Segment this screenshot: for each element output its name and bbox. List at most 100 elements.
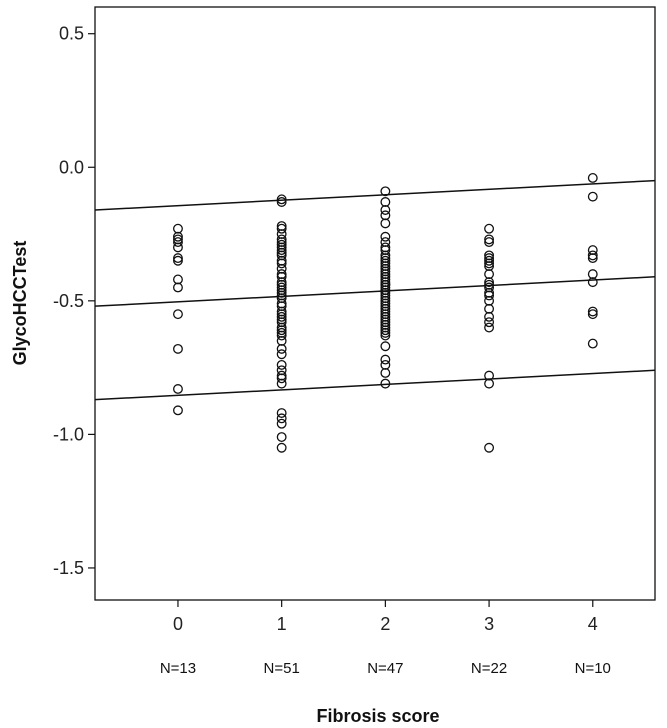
group-count-label: N=47 [367, 660, 403, 677]
data-point [276, 237, 287, 248]
data-point [484, 234, 495, 245]
data-point [484, 237, 495, 248]
data-point [276, 442, 287, 453]
y-tick-label: -1.5 [53, 558, 84, 578]
data-point [173, 253, 183, 264]
data-point [380, 231, 391, 242]
data-point [380, 317, 391, 328]
x-tick-label: 0 [173, 614, 183, 634]
data-point [276, 370, 287, 381]
y-tick-label: -1.0 [53, 424, 84, 444]
data-point [587, 253, 598, 264]
data-point [587, 309, 598, 320]
data-point [276, 378, 287, 389]
data-point [380, 205, 391, 215]
data-point [587, 173, 598, 183]
data-point [587, 269, 598, 280]
data-point [276, 432, 287, 443]
data-point [380, 378, 391, 389]
fit-line [94, 276, 656, 307]
data-point [276, 194, 287, 205]
group-count-label: N=51 [264, 660, 300, 677]
group-count-labels: N=13 N=51 N=47 N=22 N=10 [160, 660, 611, 677]
data-point [276, 311, 287, 322]
data-point [276, 408, 287, 418]
data-point [276, 373, 287, 384]
data-point [484, 269, 495, 280]
data-point [173, 384, 183, 394]
data-point [380, 197, 391, 207]
plot-frame [94, 6, 656, 601]
fit-line [94, 369, 656, 401]
data-point [173, 309, 183, 320]
group-count-label: N=10 [575, 660, 611, 677]
y-tick-label: -0.5 [53, 291, 84, 311]
data-point [380, 368, 391, 378]
y-axis-title: GlycoHCCTest [10, 241, 30, 366]
x-tick-label: 2 [380, 614, 390, 634]
data-point [173, 223, 183, 234]
data-point [484, 258, 495, 269]
data-point [484, 223, 495, 234]
data-point [276, 223, 287, 234]
data-point [173, 343, 183, 354]
data-point [484, 311, 495, 322]
data-points [173, 173, 598, 453]
data-point [380, 285, 391, 296]
data-point [173, 274, 183, 285]
group-count-label: N=22 [471, 660, 507, 677]
data-point [276, 327, 287, 338]
data-point [380, 186, 391, 197]
data-point [276, 335, 287, 346]
data-point [380, 269, 391, 280]
data-point [380, 253, 391, 264]
x-tick-label: 1 [277, 614, 287, 634]
data-point [276, 287, 287, 298]
x-tick-label: 3 [484, 614, 494, 634]
x-axis: 0 1 2 3 4 [173, 600, 598, 634]
data-point [484, 290, 495, 301]
data-point [380, 218, 391, 229]
y-tick-label: 0.0 [59, 157, 84, 177]
data-point [276, 197, 287, 207]
data-point [380, 279, 391, 290]
data-point [380, 341, 391, 352]
data-point [484, 303, 495, 314]
data-point [484, 378, 495, 389]
data-point [276, 413, 287, 424]
data-point [276, 418, 287, 429]
data-point [276, 349, 287, 360]
x-tick-label: 4 [588, 614, 598, 634]
data-point [484, 442, 495, 453]
data-point [276, 325, 287, 336]
data-point [380, 210, 391, 221]
data-point [587, 338, 598, 349]
data-point [276, 359, 287, 370]
data-point [276, 309, 287, 320]
data-point [173, 231, 183, 242]
data-point [276, 258, 287, 269]
data-point [484, 317, 495, 328]
fit-lines [94, 179, 656, 401]
data-point [484, 255, 495, 266]
data-point [276, 330, 287, 341]
x-axis-title: Fibrosis score [316, 706, 439, 726]
data-point [173, 242, 183, 253]
data-point [587, 277, 598, 288]
data-point [380, 327, 391, 338]
data-point [380, 359, 391, 370]
data-point [380, 330, 391, 341]
data-point [587, 250, 598, 261]
group-count-label: N=13 [160, 660, 196, 677]
fit-line [94, 179, 656, 211]
data-point [484, 279, 495, 290]
data-point [587, 191, 598, 202]
data-point [587, 306, 598, 317]
data-point [173, 282, 183, 293]
data-point [173, 255, 183, 266]
data-point [380, 311, 391, 322]
data-point [380, 354, 391, 365]
data-point [173, 237, 183, 248]
data-point [276, 343, 287, 354]
